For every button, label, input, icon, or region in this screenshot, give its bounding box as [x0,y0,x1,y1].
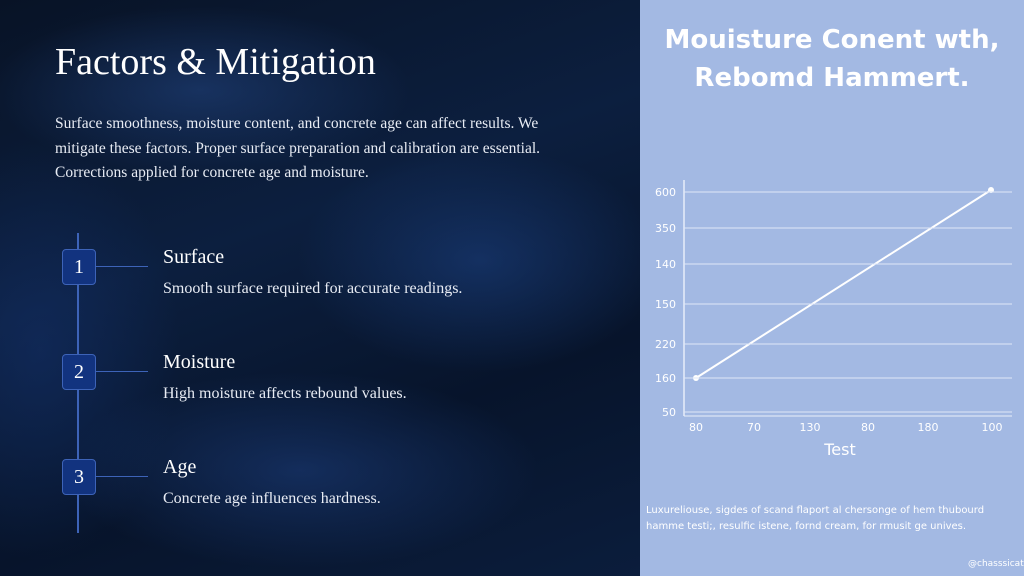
y-label: 160 [655,372,676,385]
figure: Mouisture Conent wth, Rebomd Hammert. 60… [646,25,1024,569]
step-number: 1 [62,249,96,285]
caption: Luxureliouse, sigdes of scand flaport al… [646,505,984,516]
x-label: 70 [747,421,761,434]
step-text: High moisture affects rebound values. [163,385,407,402]
connector [94,266,148,267]
y-label: 140 [655,258,676,271]
step-text: Smooth surface required for accurate rea… [163,280,463,297]
plot-line [695,189,992,379]
slide-title: Factors & Mitigation [55,41,376,83]
connector [94,476,148,477]
x-label: 130 [800,421,821,434]
figure-title: Mouisture Conent wth, [665,25,1000,55]
connector [94,371,148,372]
x-axis-label: Test [823,440,856,459]
y-label: 150 [655,298,676,311]
watermark: @chasssicat.c [968,559,1024,569]
y-label: 600 [655,186,676,199]
slide-body: Surface smoothness, moisture content, an… [55,115,541,181]
step-title: Moisture [163,351,236,373]
step-number: 2 [62,354,96,390]
figure-panel: Mouisture Conent wth, Rebomd Hammert. 60… [640,0,1024,576]
y-label: 220 [655,338,676,351]
x-label: 80 [689,421,703,434]
axis-labels: 600 350 140 150 220 160 50 80 70 130 80 180 100 [655,186,1012,434]
figure-title: Rebomd Hammert. [694,63,969,93]
step-title: Surface [163,246,225,268]
y-label: 50 [662,406,676,419]
step-number: 3 [62,459,96,495]
x-label: 100 [982,421,1003,434]
step-text: Concrete age influences hardness. [163,490,381,507]
caption: hamme testi;, resulfic istene, fornd cre… [646,521,966,532]
step-title: Age [163,456,197,478]
x-label: 180 [918,421,939,434]
y-label: 350 [655,222,676,235]
text-panel: Factors & Mitigation Surface smoothness,… [0,0,640,576]
x-label: 80 [861,421,875,434]
